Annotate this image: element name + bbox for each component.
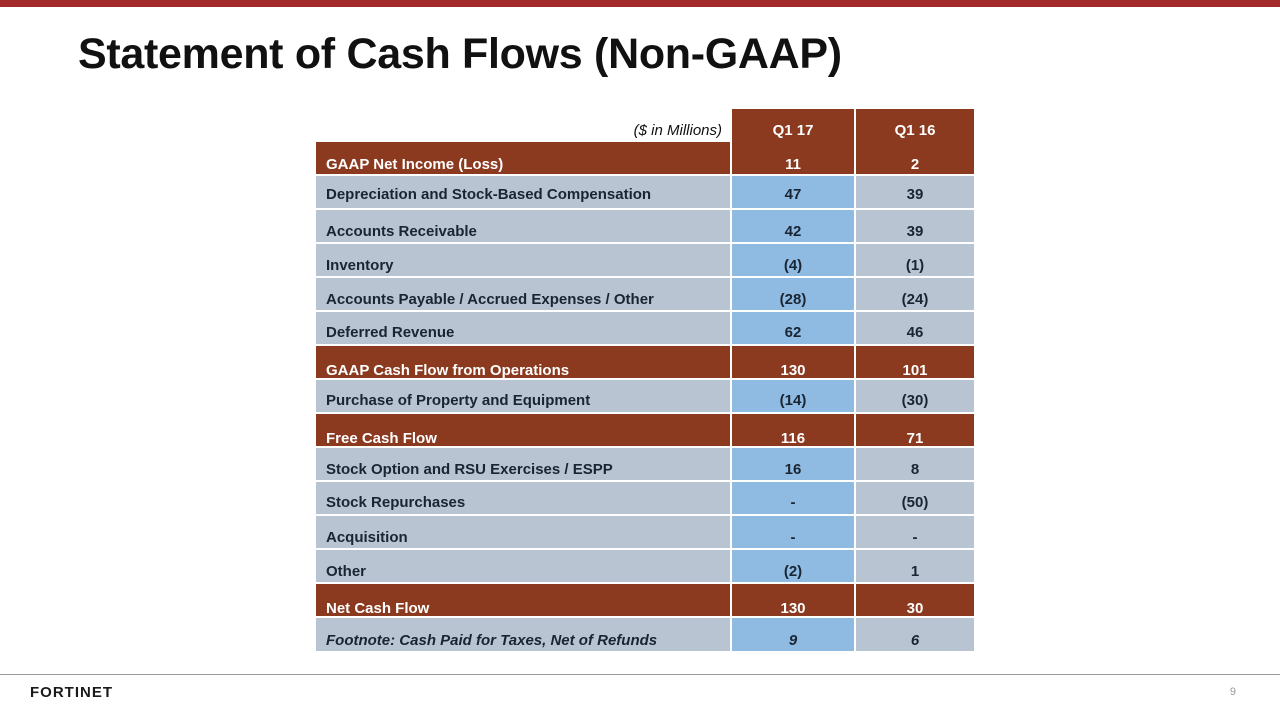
row-label: Footnote: Cash Paid for Taxes, Net of Re… — [316, 618, 730, 651]
value-q1-16: - — [856, 516, 974, 548]
value-q1-17: 116 — [732, 414, 854, 447]
table-row: GAAP Net Income (Loss) 11 2 — [316, 142, 976, 174]
value-q1-17: (2) — [732, 550, 854, 582]
row-label: GAAP Cash Flow from Operations — [316, 346, 730, 379]
row-label: Net Cash Flow — [316, 584, 730, 617]
value-q1-17: 130 — [732, 346, 854, 379]
table-row: Free Cash Flow 116 71 — [316, 414, 976, 447]
row-label: Inventory — [316, 244, 730, 276]
value-q1-16: 46 — [856, 312, 974, 344]
table-row: Accounts Payable / Accrued Expenses / Ot… — [316, 278, 976, 310]
row-label: Accounts Receivable — [316, 210, 730, 242]
value-q1-16: (30) — [856, 380, 974, 412]
table-row: Acquisition - - — [316, 516, 976, 548]
footer-divider — [0, 674, 1280, 675]
table-row: Inventory (4) (1) — [316, 244, 976, 276]
value-q1-17: 11 — [732, 142, 854, 174]
row-label: Other — [316, 550, 730, 582]
value-q1-16: 71 — [856, 414, 974, 447]
value-q1-17: 16 — [732, 448, 854, 480]
table-row: Footnote: Cash Paid for Taxes, Net of Re… — [316, 618, 976, 651]
row-label: Purchase of Property and Equipment — [316, 380, 730, 412]
row-label: Depreciation and Stock-Based Compensatio… — [316, 176, 730, 208]
table-row: Other (2) 1 — [316, 550, 976, 582]
table-row: Deferred Revenue 62 46 — [316, 312, 976, 344]
value-q1-16: 1 — [856, 550, 974, 582]
value-q1-17: 62 — [732, 312, 854, 344]
value-q1-16: 39 — [856, 176, 974, 208]
row-label: Stock Option and RSU Exercises / ESPP — [316, 448, 730, 480]
value-q1-16: 8 — [856, 448, 974, 480]
table-header-row: Q1 17 Q1 16 — [316, 109, 976, 142]
value-q1-16: (50) — [856, 482, 974, 514]
svg-text:FORTINET: FORTINET — [30, 684, 113, 700]
value-q1-16: (24) — [856, 278, 974, 310]
slide-title: Statement of Cash Flows (Non-GAAP) — [78, 30, 842, 78]
units-label: ($ in Millions) — [633, 122, 722, 139]
value-q1-17: 47 — [732, 176, 854, 208]
value-q1-17: (4) — [732, 244, 854, 276]
column-header-q1-16: Q1 16 — [856, 109, 974, 142]
column-header-q1-17: Q1 17 — [732, 109, 854, 142]
table-row: Stock Repurchases - (50) — [316, 482, 976, 514]
value-q1-17: 42 — [732, 210, 854, 242]
row-label: Acquisition — [316, 516, 730, 548]
table-row: GAAP Cash Flow from Operations 130 101 — [316, 346, 976, 379]
table-row: Purchase of Property and Equipment (14) (3… — [316, 380, 976, 412]
table-row: Depreciation and Stock-Based Compensatio… — [316, 176, 976, 208]
value-q1-17: (28) — [732, 278, 854, 310]
row-label: Deferred Revenue — [316, 312, 730, 344]
table-row: Net Cash Flow 130 30 — [316, 584, 976, 617]
value-q1-16: (1) — [856, 244, 974, 276]
value-q1-17: (14) — [732, 380, 854, 412]
value-q1-17: 9 — [732, 618, 854, 651]
value-q1-16: 101 — [856, 346, 974, 379]
fortinet-logo: FORTINET — [30, 684, 113, 700]
value-q1-16: 6 — [856, 618, 974, 651]
value-q1-17: - — [732, 482, 854, 514]
value-q1-17: - — [732, 516, 854, 548]
row-label: Accounts Payable / Accrued Expenses / Ot… — [316, 278, 730, 310]
page-number: 9 — [1229, 686, 1236, 698]
row-label: Free Cash Flow — [316, 414, 730, 447]
row-label: Stock Repurchases — [316, 482, 730, 514]
value-q1-16: 2 — [856, 142, 974, 174]
value-q1-16: 30 — [856, 584, 974, 617]
table-row: Accounts Receivable 42 39 — [316, 210, 976, 242]
value-q1-17: 130 — [732, 584, 854, 617]
value-q1-16: 39 — [856, 210, 974, 242]
table-row: Stock Option and RSU Exercises / ESPP 16 8 — [316, 448, 976, 480]
row-label: GAAP Net Income (Loss) — [316, 142, 730, 174]
top-accent-bar — [0, 0, 1280, 7]
